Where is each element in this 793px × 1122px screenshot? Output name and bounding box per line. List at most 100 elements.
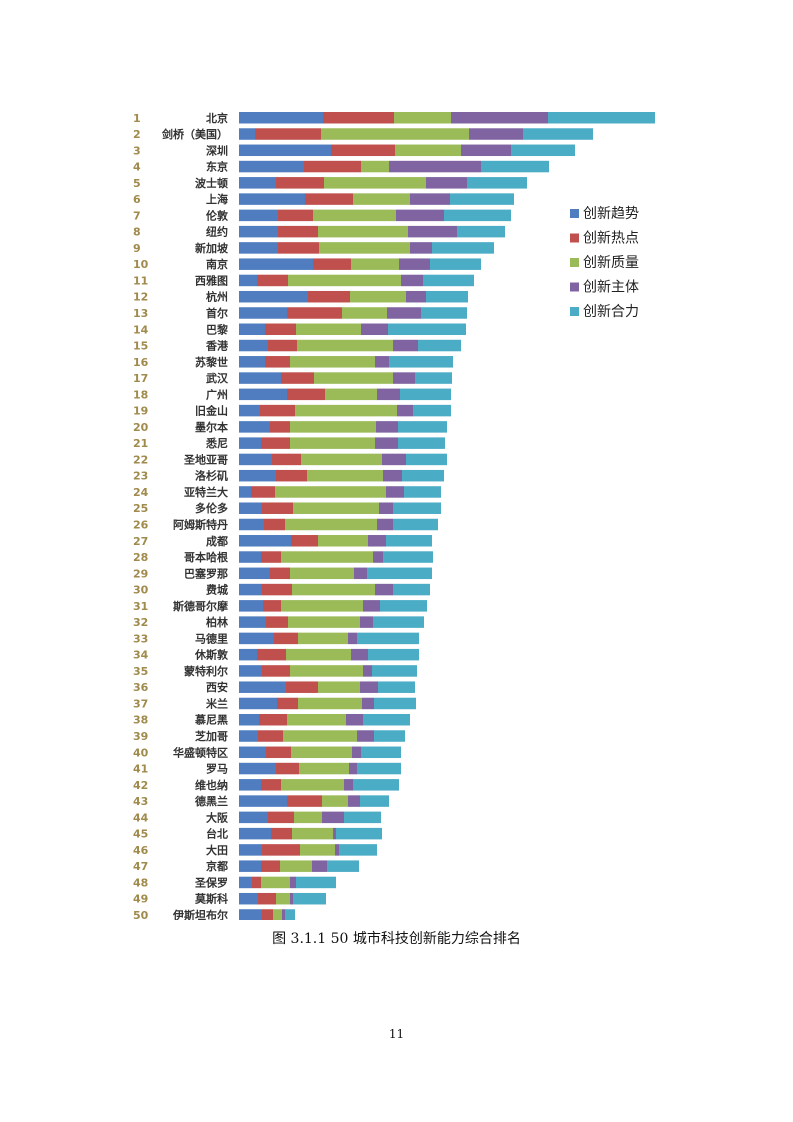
city-label: 芝加哥 [195,729,228,743]
bar-segment [363,600,380,612]
bar-row: 17 武汉 [133,371,452,385]
bar-row: 7 伦敦 [133,208,511,222]
bar-row: 43 德黑兰 [133,794,389,808]
bar-segment [251,486,275,498]
legend-swatch [570,209,579,218]
legend-item: 创新主体 [570,280,639,296]
chart-rows: 1 北京 2 剑桥（美国） 3 深圳 4 东京 5 波士顿 6 上海 7 伦敦 8 纽约 9 新加坡 10 南京 11 西… [133,111,655,920]
bar-segment [239,535,291,547]
bar-row: 50 伊斯坦布尔 [133,908,295,920]
rank-label: 11 [133,274,148,287]
bar-row: 30 费城 [133,583,430,597]
rank-label: 19 [133,405,148,418]
bar-segment [346,713,363,726]
bar-segment [382,453,406,466]
city-label: 罗马 [206,763,228,776]
bar-segment [321,128,469,140]
bar-segment [239,193,305,205]
bar-segment [388,323,466,336]
bar-segment [239,779,261,791]
city-label: 多伦多 [195,501,228,515]
bar-segment [239,258,313,270]
bar-segment [297,339,393,352]
bar-segment [353,779,399,791]
rank-label: 15 [133,340,148,353]
rank-label: 9 [133,242,141,255]
bar-row: 2 剑桥（美国） [133,127,593,141]
bar-segment [266,746,291,759]
bar-segment [375,356,389,368]
bar-segment [313,209,396,222]
bar-segment [290,421,376,433]
bar-row: 29 巴塞罗那 [133,566,432,580]
bar-segment [239,323,265,336]
rank-label: 45 [133,828,148,841]
bar-segment [296,876,336,889]
bar-segment [263,600,281,612]
city-label: 苏黎世 [195,355,228,369]
bar-segment [290,665,363,677]
city-label: 维也纳 [195,778,228,792]
bar-segment [261,779,281,791]
city-label: 华盛顿特区 [173,745,228,759]
bar-segment [304,160,361,173]
bar-row: 45 台北 [133,827,382,841]
bar-segment [308,290,350,303]
bar-segment [268,811,294,824]
rank-label: 4 [133,161,141,174]
bar-row: 27 成都 [133,534,432,548]
bar-segment [281,600,363,612]
bar-segment [298,697,362,710]
bar-segment [239,112,323,124]
bar-segment [278,242,319,254]
bar-segment [270,567,290,580]
city-label: 德黑兰 [194,794,228,808]
bar-segment [280,860,312,872]
bar-segment [294,811,322,824]
bar-segment [312,860,327,872]
bar-segment [262,909,273,920]
bar-segment [404,486,441,498]
bar-segment [265,356,290,368]
bar-segment [386,486,404,498]
bar-segment [318,535,368,547]
bar-segment [361,323,388,336]
bar-segment [323,112,394,124]
bar-segment [239,600,263,612]
city-label: 巴塞罗那 [184,566,228,580]
bar-segment [276,177,324,189]
bar-segment [457,225,505,238]
rank-label: 33 [133,632,148,645]
bar-segment [421,307,467,319]
city-label: 圣地亚哥 [183,452,228,466]
city-label: 纽约 [206,225,228,239]
bar-segment [239,437,261,449]
bar-segment [257,648,286,661]
bar-segment [361,746,401,759]
bar-segment [292,583,375,596]
bar-segment [266,616,288,628]
bar-segment [239,128,255,140]
bar-row: 5 波士顿 [133,176,527,190]
bar-segment [258,730,283,742]
stacked-bar-chart: 1 北京 2 剑桥（美国） 3 深圳 4 东京 5 波士顿 6 上海 7 伦敦 8 纽约 9 新加坡 10 南京 11 西… [133,111,655,920]
bar-segment [360,795,389,807]
rank-label: 46 [133,844,149,857]
bar-segment [257,274,288,287]
bar-segment [430,258,481,270]
bar-segment [239,876,252,889]
rank-label: 39 [133,730,148,743]
city-label: 柏林 [206,615,228,629]
bar-segment [335,844,339,856]
bar-segment [239,681,286,693]
bar-segment [383,551,433,563]
city-label: 大阪 [206,810,229,824]
bar-segment [283,730,357,742]
city-label: 京都 [206,859,228,873]
bar-segment [348,795,360,807]
bar-segment [413,404,451,417]
bar-segment [360,616,373,628]
rank-label: 31 [133,600,148,613]
bar-segment [314,372,393,384]
bar-row: 9 新加坡 [133,241,494,255]
